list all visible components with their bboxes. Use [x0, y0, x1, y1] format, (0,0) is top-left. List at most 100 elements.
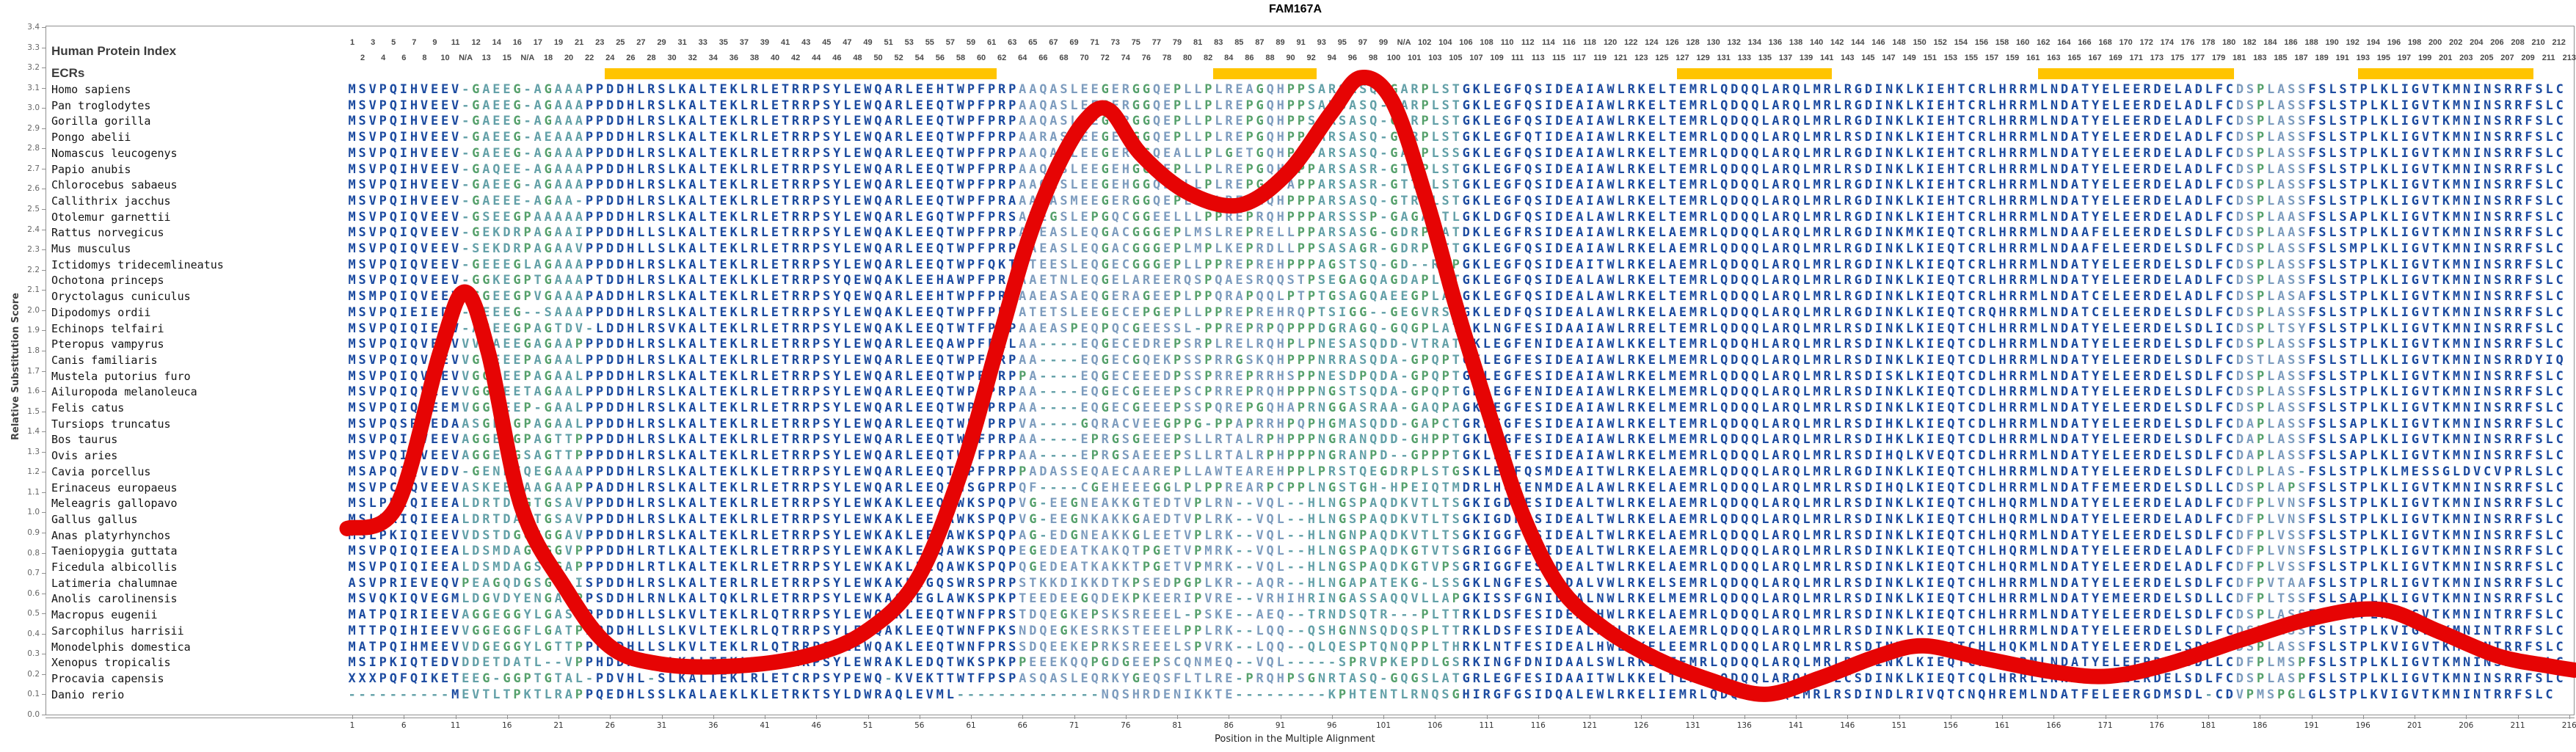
residue-run: FSLSTPLKLIGVTKMNINSRRFSLC: [2308, 82, 2566, 97]
species-name: Bos taurus: [51, 433, 118, 447]
residue-run: --------------: [956, 687, 1102, 702]
residue-run: S: [1349, 511, 1360, 527]
residue-run: Q: [1276, 321, 1287, 336]
x-tick-label: 116: [1530, 721, 1546, 730]
residue-run: R: [1256, 321, 1267, 336]
residue-run: -: [462, 464, 473, 479]
residue-run: GKLEGFESIDEAIAWLRKELMEMRLQDQQLARQLMRLRSD…: [1462, 352, 2236, 368]
residue-run: G: [513, 145, 524, 161]
residue-run: LRE: [1215, 114, 1246, 129]
residue-run: EDEATKAKKT: [1039, 560, 1143, 574]
residue-run: AAL: [554, 368, 586, 384]
residue-run: EESSL: [1142, 321, 1195, 336]
residue-run: LL: [1184, 193, 1205, 208]
residue-run: FSLSAPLKLIGVTKMNINSRRFSLC: [2308, 448, 2566, 464]
human-index-number: 206: [2490, 38, 2504, 47]
species-name: Callithrix jacchus: [51, 194, 171, 208]
residue-run: P: [1174, 448, 1185, 464]
human-index-number: 193: [2356, 54, 2370, 62]
human-index-number: 148: [1892, 38, 1906, 47]
residue-run: ASVPRIEVEQV: [348, 575, 462, 591]
residue-run: LASS: [2267, 432, 2309, 448]
residue-run: AQDK: [1369, 560, 1411, 574]
species-name: Anolis carolinensis: [51, 592, 178, 606]
residue-run: ARSASR-: [1317, 178, 1391, 193]
residue-run: LTT: [1431, 241, 1463, 256]
residue-run: P: [1245, 368, 1256, 384]
y-tick-mark: [42, 87, 46, 89]
residue-run: ATEK: [1369, 575, 1411, 591]
residue-run: DS: [2235, 130, 2257, 145]
residue-run: FSLSTPLKLIGVTKMNINSRRFSLC: [2308, 560, 2566, 574]
residue-run: P: [1359, 544, 1370, 559]
residue-run: LASS: [2267, 304, 2309, 320]
residue-run: P: [1204, 178, 1215, 193]
x-tick-label: 186: [2252, 721, 2268, 730]
residue-run: P: [1421, 193, 1432, 208]
residue-run: GP: [1411, 368, 1432, 384]
residue-run: QF: [1019, 480, 1040, 495]
human-index-number: 141: [1819, 54, 1834, 62]
human-index-number: 10: [440, 54, 450, 62]
residue-run: FL: [523, 623, 545, 638]
residue-run: PPDDHLRSLKALTEKLRLETRRPSYLEWQARLEEQTWPFP…: [585, 98, 1019, 113]
residue-run: P: [2256, 193, 2267, 208]
residue-run: G: [1369, 225, 1380, 241]
residue-run: G: [1121, 655, 1132, 671]
human-index-number: 79: [1172, 38, 1182, 47]
residue-run: -A: [523, 82, 545, 97]
residue-run: G: [1101, 384, 1112, 400]
residue-run: ER: [1111, 114, 1132, 129]
residue-run: ARSSS: [1317, 209, 1370, 224]
residue-run: PG: [1091, 209, 1112, 224]
residue-run: MSVPQIQVEEM: [348, 401, 462, 415]
residue-run: P: [2256, 607, 2267, 623]
residue-run: P: [1307, 273, 1318, 288]
residue-run: AAA: [554, 273, 586, 288]
residue-run: G: [523, 337, 534, 352]
residue-run: P: [1307, 304, 1318, 320]
residue-run: G: [1080, 416, 1091, 431]
residue-run: AAA: [554, 289, 586, 304]
residue-run: P: [2256, 671, 2267, 686]
residue-run: -: [2205, 687, 2216, 702]
sequence-row: MSLPKIQIEEALDRTDAGTGSAVPPDDHLRSLKALTEKLR…: [349, 496, 2566, 511]
residue-run: GKLEGFESIDEAIAWLRKELMEMRLQDQQLARQLMRLRSD…: [1462, 401, 2236, 415]
residue-run: DA: [1400, 273, 1422, 288]
residue-run: LMS: [2266, 655, 2299, 671]
residue-run: -: [462, 273, 473, 288]
human-index-number: 203: [2459, 54, 2473, 62]
human-index-number: 190: [2325, 38, 2339, 47]
residue-run: G: [1070, 528, 1081, 543]
residue-run: EE: [1049, 496, 1071, 511]
x-tick-mark: [2208, 715, 2210, 719]
residue-run: PP: [1411, 639, 1432, 654]
x-tick-label: 86: [1223, 721, 1234, 730]
sequence-row: MSVQKIQVEGMLDGVDYENGAGPPSDDHLRNLKALTQKLR…: [349, 591, 2566, 606]
residue-run: QH: [1266, 82, 1287, 97]
sequence-row: ----------MEVTLTPKTLRAPPQEDHLSSLKALAEKLK…: [349, 687, 2556, 702]
residue-run: ----: [1039, 432, 1081, 448]
residue-run: G: [1390, 161, 1401, 177]
residue-run: P: [1245, 416, 1256, 431]
residue-run: P: [1194, 496, 1205, 511]
residue-run: G: [544, 464, 555, 479]
human-index-number: 127: [1676, 54, 1689, 62]
sequence-row: MATPQIHMEEVVDGEGGYLGTTPPPDDHLLSLKVLTEKLR…: [349, 640, 2566, 654]
human-index-number: 62: [997, 54, 1007, 62]
residue-run: RQH: [1256, 671, 1287, 686]
residue-run: AA: [1019, 384, 1040, 400]
residue-run: P: [1245, 289, 1256, 304]
residue-run: PP: [1204, 209, 1226, 224]
residue-run: G: [544, 384, 555, 400]
human-index-number: 31: [677, 38, 687, 47]
x-tick-label: 196: [2355, 721, 2371, 730]
residue-run: P: [1452, 257, 1463, 272]
residue-run: P: [2256, 289, 2268, 304]
human-index-number: 103: [1428, 54, 1442, 62]
residue-run: P: [1204, 368, 1215, 384]
residue-run: LST: [1431, 161, 1463, 177]
human-index-number: 204: [2470, 38, 2484, 47]
residue-run: L: [1174, 480, 1185, 495]
residue-run: QDA-: [1369, 368, 1411, 384]
